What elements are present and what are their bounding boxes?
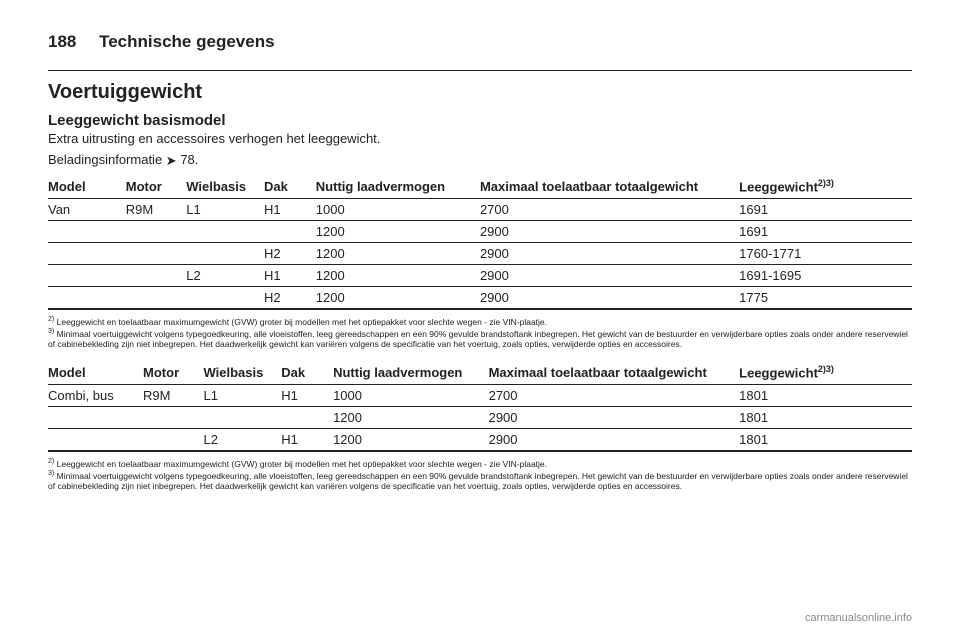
intro-line-1: Extra uitrusting en accessoires verhogen… xyxy=(48,131,912,146)
table-row: L2 H1 1200 2900 1801 xyxy=(48,429,912,452)
weights-table-1: Model Motor Wielbasis Dak Nuttig laadver… xyxy=(48,174,912,310)
col-motor: Motor xyxy=(126,174,186,199)
col-leeggewicht: Leeggewicht2)3) xyxy=(739,360,912,385)
col-maximaal: Maximaal toelaatbaar totaalgewicht xyxy=(480,174,739,199)
table-row: L2 H1 1200 2900 1691-1695 xyxy=(48,265,912,287)
col-leeggewicht: Leeggewicht2)3) xyxy=(739,174,912,199)
table-header-row: Model Motor Wielbasis Dak Nuttig laadver… xyxy=(48,360,912,385)
table-header-row: Model Motor Wielbasis Dak Nuttig laadver… xyxy=(48,174,912,199)
col-nuttig: Nuttig laadvermogen xyxy=(333,360,489,385)
col-nuttig: Nuttig laadvermogen xyxy=(316,174,480,199)
page-title: Voertuiggewicht xyxy=(48,81,912,104)
col-model: Model xyxy=(48,360,143,385)
table-row: 1200 2900 1691 xyxy=(48,221,912,243)
table-row: 1200 2900 1801 xyxy=(48,407,912,429)
footnotes-1: 2) Leeggewicht en toelaatbaar maximumgew… xyxy=(48,316,912,350)
intro-line-2: Beladingsinformatie ➤ 78. xyxy=(48,152,912,168)
weights-table-2: Model Motor Wielbasis Dak Nuttig laadver… xyxy=(48,360,912,452)
page-container: 188 Technische gegevens Voertuiggewicht … xyxy=(0,0,960,642)
col-maximaal: Maximaal toelaatbaar totaalgewicht xyxy=(489,360,740,385)
section-name: Technische gegevens xyxy=(99,32,274,51)
page-header: 188 Technische gegevens xyxy=(48,32,912,52)
col-dak: Dak xyxy=(281,360,333,385)
footer-url: carmanualsonline.info xyxy=(805,612,912,624)
table-row: Combi, bus R9M L1 H1 1000 2700 1801 xyxy=(48,385,912,407)
col-wielbasis: Wielbasis xyxy=(186,174,264,199)
table-row: H2 1200 2900 1760-1771 xyxy=(48,243,912,265)
col-model: Model xyxy=(48,174,126,199)
table-row: Van R9M L1 H1 1000 2700 1691 xyxy=(48,199,912,221)
col-motor: Motor xyxy=(143,360,203,385)
page-number: 188 xyxy=(48,32,76,51)
col-dak: Dak xyxy=(264,174,316,199)
page-subtitle: Leeggewicht basismodel xyxy=(48,112,912,129)
col-wielbasis: Wielbasis xyxy=(204,360,282,385)
header-rule xyxy=(48,70,912,71)
footnotes-2: 2) Leeggewicht en toelaatbaar maximumgew… xyxy=(48,458,912,492)
table-row: H2 1200 2900 1775 xyxy=(48,287,912,310)
arrow-icon: ➤ xyxy=(166,153,177,169)
